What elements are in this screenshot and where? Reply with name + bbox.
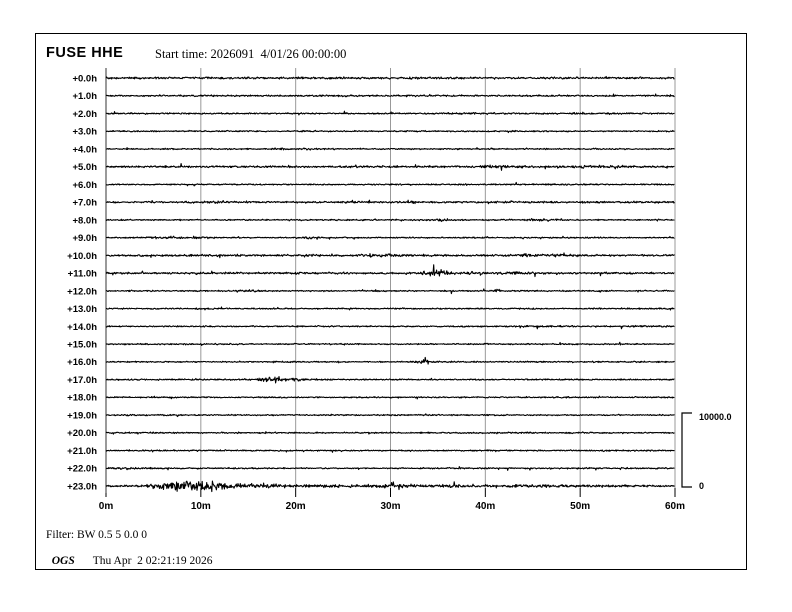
x-tick-label: 50m bbox=[570, 501, 590, 512]
seismic-trace bbox=[105, 110, 675, 116]
seismic-trace bbox=[105, 375, 675, 384]
generation-timestamp: Thu Apr 2 02:21:19 2026 bbox=[92, 555, 213, 567]
trace-hour-label: +8.0h bbox=[72, 215, 97, 226]
trace-hour-label: +19.0h bbox=[67, 410, 97, 421]
trace-hour-label: +12.0h bbox=[67, 286, 97, 297]
trace-hour-label: +9.0h bbox=[72, 233, 97, 244]
seismic-trace bbox=[105, 264, 675, 278]
trace-hour-label: +22.0h bbox=[67, 464, 97, 475]
plot-border bbox=[35, 33, 747, 570]
trace-hour-label: +10.0h bbox=[67, 251, 97, 262]
start-time-label: Start time: 2026091 4/01/26 00:00:00 bbox=[155, 47, 347, 61]
seismic-trace bbox=[106, 235, 675, 240]
trace-hour-label: +1.0h bbox=[72, 91, 97, 102]
trace-hour-label: +18.0h bbox=[67, 393, 97, 404]
trace-hour-label: +2.0h bbox=[72, 109, 97, 120]
seismic-trace bbox=[105, 356, 675, 365]
credit-line: OGS Thu Apr 2 02:21:19 2026 bbox=[46, 543, 213, 567]
station-title: FUSE HHE bbox=[46, 45, 124, 61]
trace-hour-label: +21.0h bbox=[67, 446, 97, 457]
seismic-trace bbox=[105, 449, 675, 453]
amplitude-scale-bracket bbox=[681, 412, 692, 488]
seismic-trace bbox=[105, 288, 675, 295]
agency-name: OGS bbox=[51, 555, 75, 567]
filter-info: Filter: BW 0.5 5 0.0 0 bbox=[46, 529, 148, 541]
seismic-trace bbox=[105, 93, 675, 98]
amplitude-scale-max-label: 10000.0 bbox=[699, 412, 732, 422]
x-tick-label: 0m bbox=[99, 501, 114, 512]
x-tick-label: 30m bbox=[380, 501, 400, 512]
seismic-trace bbox=[105, 199, 675, 205]
seismic-trace bbox=[105, 306, 675, 311]
trace-hour-label: +16.0h bbox=[67, 357, 97, 368]
trace-hour-label: +17.0h bbox=[67, 375, 97, 386]
seismic-trace bbox=[105, 75, 675, 80]
seismic-trace bbox=[106, 181, 675, 187]
trace-hour-label: +7.0h bbox=[72, 198, 97, 209]
x-tick-label: 20m bbox=[286, 501, 306, 512]
seismic-trace bbox=[105, 218, 675, 223]
trace-hour-label: +13.0h bbox=[67, 304, 97, 315]
seismic-trace bbox=[105, 395, 675, 400]
trace-hour-label: +0.0h bbox=[72, 73, 97, 84]
trace-hour-label: +23.0h bbox=[67, 481, 97, 492]
seismic-trace bbox=[106, 129, 675, 134]
trace-hour-label: +5.0h bbox=[72, 162, 97, 173]
trace-hour-label: +6.0h bbox=[72, 180, 97, 191]
trace-hour-label: +14.0h bbox=[67, 322, 97, 333]
seismic-trace bbox=[105, 252, 675, 259]
seismic-trace bbox=[105, 324, 675, 330]
seismic-trace bbox=[105, 431, 675, 435]
seismic-trace bbox=[106, 413, 675, 418]
seismic-trace bbox=[105, 341, 675, 346]
trace-hour-label: +11.0h bbox=[68, 269, 98, 280]
seismic-trace bbox=[105, 466, 675, 471]
seismic-trace bbox=[105, 480, 675, 493]
amplitude-scale-min-label: 0 bbox=[699, 481, 705, 491]
trace-hour-label: +4.0h bbox=[72, 144, 97, 155]
x-tick-label: 60m bbox=[665, 501, 685, 512]
trace-hour-label: +20.0h bbox=[67, 428, 97, 439]
seismic-trace bbox=[105, 163, 675, 171]
seismic-trace bbox=[105, 147, 675, 151]
trace-hour-label: +15.0h bbox=[67, 340, 97, 351]
x-tick-label: 40m bbox=[475, 501, 495, 512]
trace-hour-label: +3.0h bbox=[72, 127, 97, 138]
x-tick-label: 10m bbox=[191, 501, 211, 512]
